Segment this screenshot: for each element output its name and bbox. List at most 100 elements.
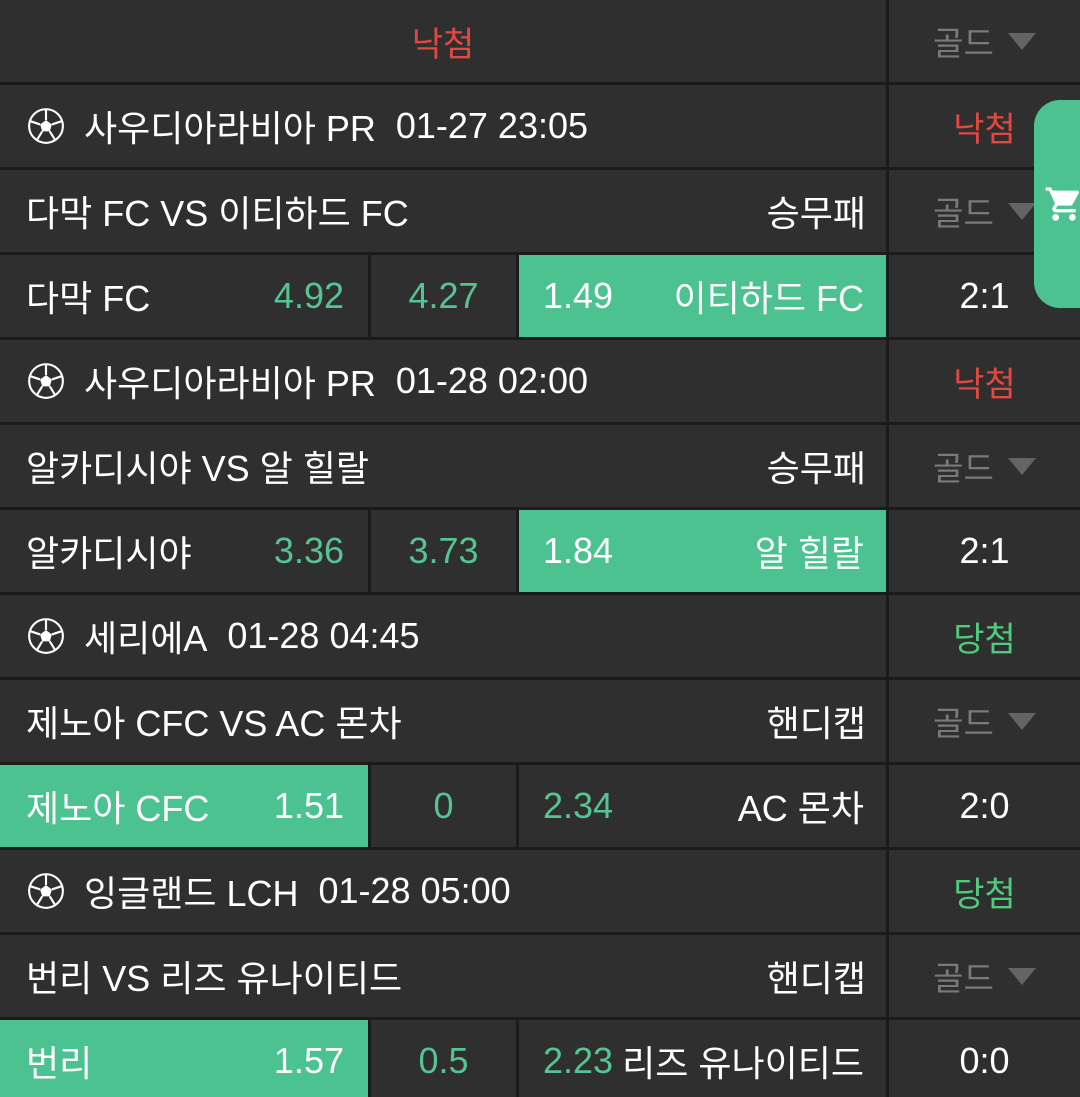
gold-dropdown-label: 골드 — [933, 25, 994, 62]
away-odds-cell[interactable]: 1.49 이티하드 FC — [516, 255, 886, 337]
match-datetime: 01-27 23:05 — [395, 105, 589, 146]
cart-button[interactable] — [1034, 100, 1080, 308]
away-odd-value: 1.49 — [543, 275, 614, 316]
market-type-label: 승무패 — [766, 448, 866, 489]
match-score: 2:1 — [959, 275, 1010, 316]
league-name: 잉글랜드 LCH — [84, 873, 299, 914]
chevron-down-icon — [1007, 202, 1036, 220]
match-header-row: 세리에A 01-28 04:45 당첨 — [0, 595, 1080, 680]
away-team-name: AC 몬차 — [737, 788, 864, 829]
gold-dropdown-label: 골드 — [933, 450, 994, 487]
score-cell: 0:0 — [886, 1020, 1080, 1097]
home-team-name: 제노아 CFC — [26, 788, 210, 829]
match-datetime: 01-28 02:00 — [395, 360, 589, 401]
away-odd-value: 2.23 — [543, 1040, 614, 1081]
top-bar: 낙첨 골드 — [0, 0, 1080, 85]
market-type-label: 핸디캡 — [766, 703, 866, 744]
soccer-ball-icon — [28, 363, 64, 399]
gold-dropdown-label: 골드 — [933, 195, 994, 232]
match-status: 당첨 — [953, 875, 1016, 914]
chevron-down-icon — [1007, 457, 1036, 475]
match-title-row: 다막 FC VS 이티하드 FC 승무패 골드 — [0, 170, 1080, 255]
gold-dropdown[interactable]: 골드 — [933, 952, 1036, 1000]
league-name: 세리에A — [84, 618, 208, 659]
match-list: 사우디아라비아 PR 01-27 23:05 낙첨 다막 FC VS 이티하드 … — [0, 85, 1080, 1097]
away-odd-value: 2.34 — [543, 785, 614, 826]
match-status: 낙첨 — [953, 365, 1016, 404]
match-score: 2:1 — [959, 530, 1010, 571]
draw-odd-value: 0 — [433, 785, 454, 826]
match-score: 0:0 — [959, 1040, 1010, 1081]
match-title-row: 제노아 CFC VS AC 몬차 핸디캡 골드 — [0, 680, 1080, 765]
match-title: 제노아 CFC VS AC 몬차 — [26, 703, 402, 744]
home-team-name: 알카디시야 — [26, 533, 192, 574]
score-cell: 2:1 — [886, 255, 1080, 337]
gold-dropdown[interactable]: 골드 — [933, 442, 1036, 490]
home-odds-cell[interactable]: 다막 FC 4.92 — [0, 255, 368, 337]
odds-row: 제노아 CFC 1.51 0 2.34 AC 몬차 2:0 — [0, 765, 1080, 850]
home-odd-value: 1.51 — [273, 785, 344, 826]
draw-odds-cell[interactable]: 0 — [368, 765, 516, 847]
draw-odds-cell[interactable]: 3.73 — [368, 510, 516, 592]
away-odds-cell[interactable]: 2.34 AC 몬차 — [516, 765, 886, 847]
match-status: 낙첨 — [953, 110, 1016, 149]
match-datetime: 01-28 05:00 — [318, 870, 511, 911]
match-card: 사우디아라비아 PR 01-27 23:05 낙첨 다막 FC VS 이티하드 … — [0, 85, 1080, 340]
home-odd-value: 4.92 — [273, 275, 344, 316]
cart-icon — [1045, 187, 1079, 221]
chevron-down-icon — [1007, 967, 1036, 985]
odds-row: 다막 FC 4.92 4.27 1.49 이티하드 FC 2:1 — [0, 255, 1080, 340]
match-title-row: 알카디시야 VS 알 힐랄 승무패 골드 — [0, 425, 1080, 510]
soccer-ball-icon — [28, 618, 64, 654]
draw-odd-value: 4.27 — [408, 275, 479, 316]
odds-row: 알카디시야 3.36 3.73 1.84 알 힐랄 2:1 — [0, 510, 1080, 595]
match-card: 세리에A 01-28 04:45 당첨 제노아 CFC VS AC 몬차 핸디캡… — [0, 595, 1080, 850]
match-card: 잉글랜드 LCH 01-28 05:00 당첨 번리 VS 리즈 유나이티드 핸… — [0, 850, 1080, 1097]
home-odds-cell[interactable]: 알카디시야 3.36 — [0, 510, 368, 592]
league-name: 사우디아라비아 PR — [84, 108, 376, 149]
match-title: 다막 FC VS 이티하드 FC — [26, 193, 409, 234]
away-odds-cell[interactable]: 1.84 알 힐랄 — [516, 510, 886, 592]
home-odd-value: 1.57 — [273, 1040, 344, 1081]
away-team-name: 리즈 유나이티드 — [622, 1043, 864, 1084]
away-odds-cell[interactable]: 2.23 리즈 유나이티드 — [516, 1020, 886, 1097]
chevron-down-icon — [1007, 712, 1036, 730]
match-title: 번리 VS 리즈 유나이티드 — [26, 958, 403, 999]
soccer-ball-icon — [28, 873, 64, 909]
market-type-label: 핸디캡 — [766, 958, 866, 999]
match-card: 사우디아라비아 PR 01-28 02:00 낙첨 알카디시야 VS 알 힐랄 … — [0, 340, 1080, 595]
chevron-down-icon — [1007, 32, 1036, 50]
draw-odd-value: 3.73 — [408, 530, 479, 571]
match-status: 당첨 — [953, 620, 1016, 659]
match-title: 알카디시야 VS 알 힐랄 — [26, 448, 369, 489]
away-team-name: 이티하드 FC — [673, 278, 864, 319]
home-team-name: 다막 FC — [26, 278, 151, 319]
overall-status-label: 낙첨 — [411, 25, 475, 64]
draw-odd-value: 0.5 — [418, 1040, 469, 1081]
match-score: 2:0 — [959, 785, 1010, 826]
match-title-row: 번리 VS 리즈 유나이티드 핸디캡 골드 — [0, 935, 1080, 1020]
home-odds-cell[interactable]: 번리 1.57 — [0, 1020, 368, 1097]
score-cell: 2:0 — [886, 765, 1080, 847]
away-team-name: 알 힐랄 — [754, 533, 864, 574]
soccer-ball-icon — [28, 108, 64, 144]
score-cell: 2:1 — [886, 510, 1080, 592]
odds-row: 번리 1.57 0.5 2.23 리즈 유나이티드 0:0 — [0, 1020, 1080, 1097]
match-header-row: 사우디아라비아 PR 01-28 02:00 낙첨 — [0, 340, 1080, 425]
match-header-row: 잉글랜드 LCH 01-28 05:00 당첨 — [0, 850, 1080, 935]
gold-dropdown[interactable]: 골드 — [933, 187, 1036, 235]
home-odd-value: 3.36 — [273, 530, 344, 571]
gold-dropdown-label: 골드 — [933, 705, 994, 742]
draw-odds-cell[interactable]: 4.27 — [368, 255, 516, 337]
home-team-name: 번리 — [26, 1043, 93, 1084]
draw-odds-cell[interactable]: 0.5 — [368, 1020, 516, 1097]
gold-dropdown-label: 골드 — [933, 960, 994, 997]
gold-dropdown[interactable]: 골드 — [933, 697, 1036, 745]
gold-dropdown[interactable]: 골드 — [933, 17, 1036, 65]
match-datetime: 01-28 04:45 — [227, 615, 420, 656]
market-type-label: 승무패 — [766, 193, 866, 234]
away-odd-value: 1.84 — [543, 530, 614, 571]
home-odds-cell[interactable]: 제노아 CFC 1.51 — [0, 765, 368, 847]
league-name: 사우디아라비아 PR — [84, 363, 376, 404]
